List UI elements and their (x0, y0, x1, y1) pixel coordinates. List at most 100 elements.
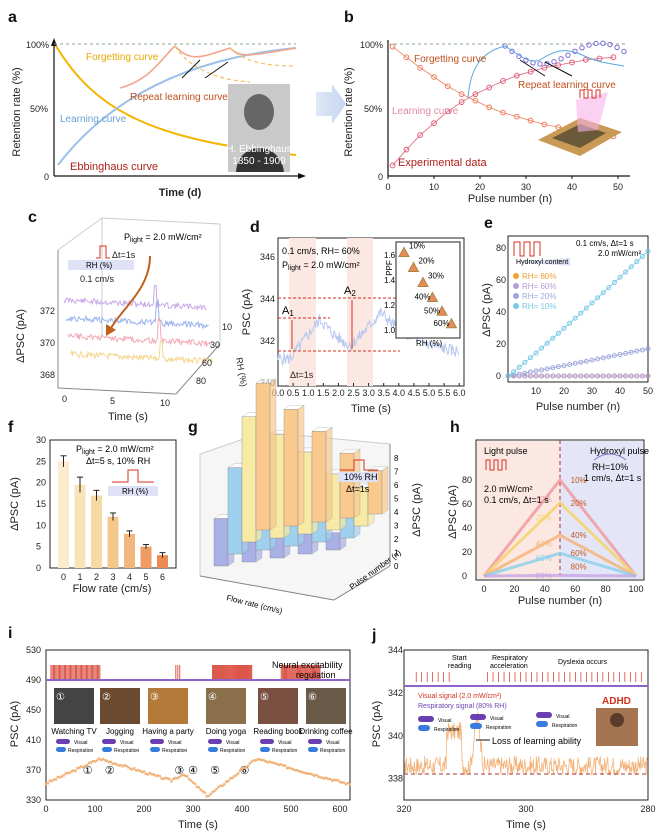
curve-label-h-left: 20% (536, 513, 552, 522)
tag-resp: Respiration (272, 748, 298, 754)
yticks-h: 0 20 40 60 80 (462, 475, 472, 581)
plight-f-sub: light (82, 449, 95, 456)
xtick-h-0: 0 (481, 584, 486, 594)
tag-resp-j: Respiration (486, 725, 512, 731)
inset-points-d: 1.0 1.2 1.4 1.6 10% 20% 30% 40% 50% 60% (384, 242, 458, 335)
inset-point-40% (426, 291, 439, 302)
point-b-learning (486, 84, 493, 91)
ytick-f-15: 15 (36, 499, 46, 509)
rh-box-c (68, 260, 134, 270)
point-e-RH= 10% (578, 310, 584, 316)
ytick-h-60: 60 (462, 499, 472, 509)
xtick-d-2.5: 2.5 (347, 388, 360, 398)
rhlabel-c: RH (%) (234, 357, 249, 388)
point-e-RH= 10% (600, 290, 606, 296)
curve-label-h-left: 40% (536, 539, 552, 548)
point-b-learning (569, 59, 575, 66)
point-b-learning (417, 132, 424, 138)
ytick-h-0: 0 (462, 571, 467, 581)
pulse-h (485, 459, 507, 471)
ytick-e-0: 0 (496, 371, 501, 381)
ylabel-j: PSC (pA) (371, 701, 383, 747)
plight-d-val: = 2.0 mW/cm² (301, 260, 360, 270)
label-adhd: ADHD (602, 696, 631, 707)
bars-g (213, 378, 389, 567)
legend-marker-e (513, 283, 519, 289)
plight-c-p: P (124, 232, 130, 242)
bar-f-5 (140, 546, 152, 568)
traces-c (63, 284, 213, 365)
point-e-RH= 10% (583, 305, 589, 311)
tag-visual-pill (56, 739, 70, 744)
xtick-f-4: 4 (127, 572, 132, 582)
panel-h: h 0 20 40 60 80 0 20 40 60 80 100 10% 20% 40% 60% 80%… (447, 419, 649, 607)
ytick-b-50: 50% (364, 104, 382, 114)
inset-ytick-1.6: 1.6 (384, 251, 396, 260)
marker-i: ② (105, 765, 115, 777)
point-e-RH= 10% (595, 295, 601, 301)
zlabel-g: ΔPSC (pA) (411, 483, 423, 537)
curve-h-10% (482, 477, 638, 577)
point-e-RH= 10% (645, 248, 651, 254)
tag-resp-j: Respiration (552, 723, 578, 729)
bar-g-front (213, 518, 229, 567)
point-e-RH= 20% (583, 358, 589, 364)
pulse-e (513, 241, 541, 257)
marker-i: ① (83, 765, 93, 777)
ytick-j-340: 340 (388, 731, 403, 741)
point-b-learning (458, 99, 465, 105)
cond-h-r2: 1 cm/s, Δt=1 s (584, 473, 642, 483)
ytick-b-100: 100% (360, 40, 383, 50)
ztick-g-7: 7 (394, 468, 399, 477)
cond-d1: 0.1 cm/s, RH= 60% (282, 246, 360, 256)
point-e-RH= 20% (645, 346, 651, 352)
cond-h-l1: 2.0 mW/cm² (484, 484, 533, 494)
point-b-forgetting (389, 43, 396, 50)
xtick-e-20: 20 (559, 386, 569, 396)
pulse-g (340, 459, 378, 471)
inset-xlabel: RH (%) (416, 339, 443, 348)
xtick-d-5.0: 5.0 (423, 388, 436, 398)
legend-label-e: RH= 20% (522, 292, 556, 301)
repeat-curve-a (119, 44, 297, 89)
inset-point-10% (398, 246, 410, 257)
trend-arrow-c (109, 255, 151, 331)
xtick-e-40: 40 (615, 386, 625, 396)
ytick-f-20: 20 (36, 478, 46, 488)
yticks-j: 338 340 342 344 (388, 645, 403, 783)
transition-arrow (316, 84, 346, 124)
curve-label-h-left: 80% (536, 572, 552, 581)
inset-label-10%: 10% (409, 242, 425, 251)
bar-f-4 (124, 533, 135, 568)
point-b-repeat (593, 40, 599, 47)
rhtick-c-60: 60 (202, 358, 212, 368)
rh-box-label-f: RH (%) (122, 487, 149, 496)
legend-label-e: RH= 60% (522, 282, 556, 291)
label-a2-base: A (344, 285, 352, 297)
tag-resp-pill (102, 747, 112, 752)
tag-resp: Respiration (68, 748, 94, 754)
xtick-i-600: 600 (332, 804, 347, 814)
shade-d1 (289, 238, 316, 386)
trace-c-rh-60 (67, 317, 211, 348)
xtick-b-10: 10 (429, 182, 439, 192)
tag-visual-pill (260, 739, 274, 744)
point-b-repeat (607, 41, 613, 48)
point-b-repeat (565, 52, 571, 58)
plight-f: Plight = 2.0 mW/cm² (76, 444, 154, 456)
ztick-g-5: 5 (394, 495, 399, 504)
xtick-i-100: 100 (87, 804, 102, 814)
activity-label: Jogging (106, 727, 134, 736)
tag-resp-j: Respiration (434, 727, 460, 733)
ztick-g-4: 4 (394, 508, 399, 517)
curve-label-h-right: 80% (571, 562, 587, 571)
point-e-RH= 10% (617, 274, 623, 280)
label-a2-sub: 2 (351, 289, 356, 298)
panel-c: c 372 370 368 ΔPSC (pA) 0 5 10 Time (s) … (15, 209, 249, 423)
legend-resp-j: Respiratory signal (80% RH) (418, 703, 507, 710)
trend-arrowhead-c (106, 324, 116, 336)
point-b-forgetting (431, 74, 437, 80)
xtick-j-320: 320 (396, 804, 411, 814)
xlabel-j: Time (s) (506, 819, 546, 831)
ytick-a-100: 100% (26, 40, 49, 50)
